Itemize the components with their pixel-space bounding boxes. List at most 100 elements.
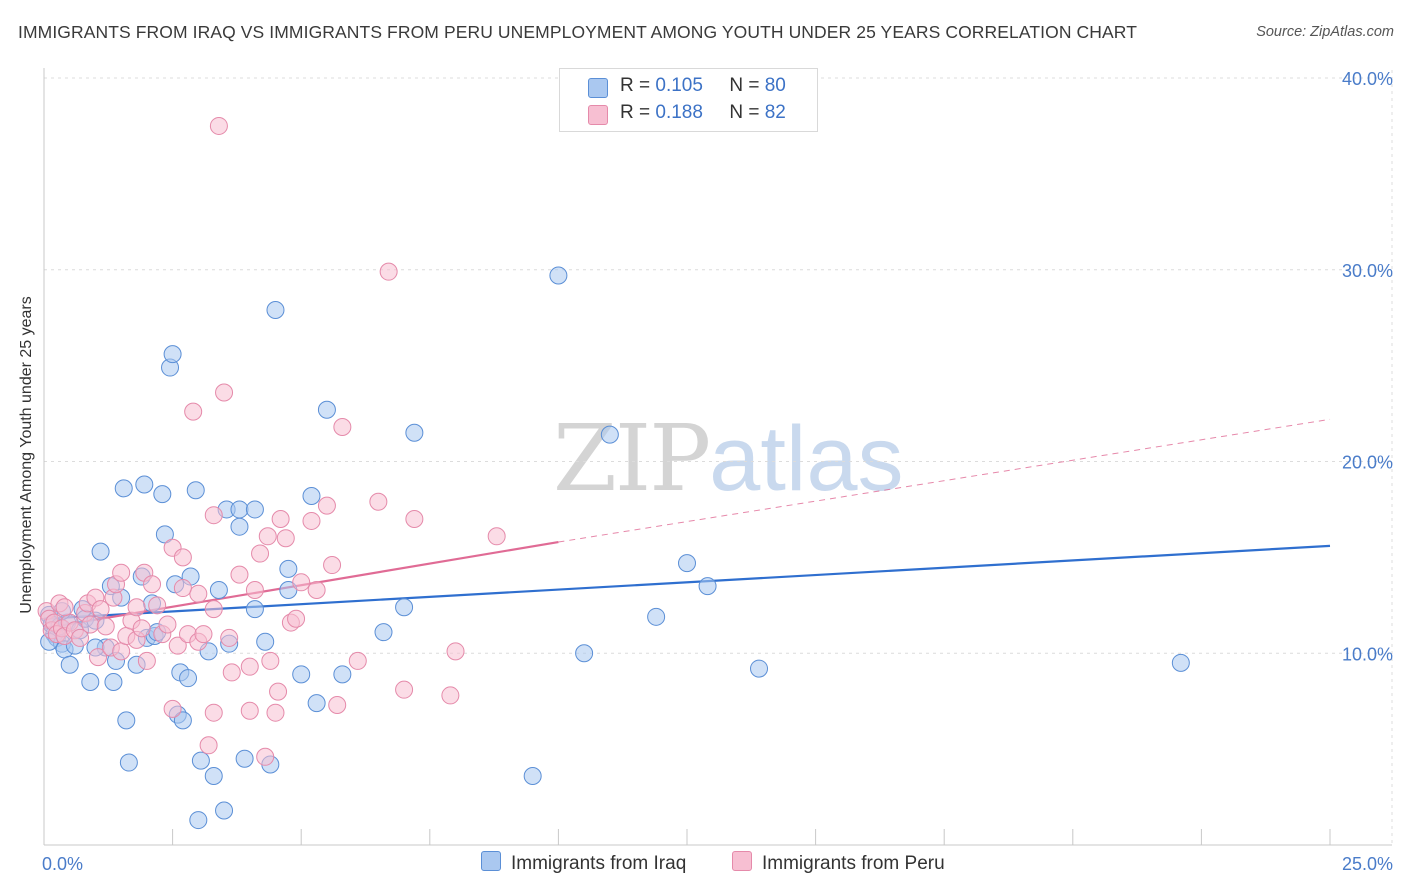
peru-point [441,686,460,705]
iraq-point [647,607,666,626]
peru-point [91,600,110,619]
peru-point [204,600,223,619]
peru-point [348,651,367,670]
peru-point [256,747,275,766]
peru-point [199,736,218,755]
iraq-point [114,479,133,498]
peru-point [127,598,146,617]
iraq-point [750,659,769,678]
iraq-point [698,577,717,596]
peru-point [333,417,352,436]
iraq-point [104,673,123,692]
peru-point [81,615,100,634]
iraq-point [60,655,79,674]
peru-point [204,703,223,722]
iraq-point [153,485,172,504]
axes [43,68,1392,846]
peru-point [220,628,239,647]
legend-n-label: N = [729,75,760,96]
peru-point [132,619,151,638]
x-tick-label-max: 25.0% [1342,854,1393,874]
peru-point [163,699,182,718]
y-tick-label: 20.0% [1342,453,1393,473]
peru-point [173,579,192,598]
peru-point [405,510,424,529]
legend-peru-n: 82 [764,102,786,123]
chart-title: IMMIGRANTS FROM IRAQ VS IMMIGRANTS FROM … [18,22,1137,42]
bottom-legend-peru: Immigrants from Peru [732,851,945,875]
peru-point [189,584,208,603]
iraq-point [549,266,568,285]
bottom-legend-iraq: Immigrants from Iraq [481,851,686,875]
iraq-point [163,345,182,364]
peru-point [276,529,295,548]
iraq-point [256,632,275,651]
legend-r-label: R = [620,75,651,96]
peru-point [245,580,264,599]
peru-point [269,682,288,701]
peru-point [209,116,228,135]
peru-point [258,527,277,546]
iraq-point [333,665,352,684]
iraq-point [523,766,542,785]
peru-point [487,527,506,546]
peru-point [240,701,259,720]
iraq-point [1171,653,1190,672]
peru-point [395,680,414,699]
iraq-point [81,673,100,692]
peru-point [271,510,290,529]
trend-line-peru-extension [558,418,1331,543]
iraq-point [179,669,198,688]
iraq-point [245,500,264,519]
peru-point [184,402,203,421]
iraq-point [204,766,223,785]
iraq-point [292,665,311,684]
iraq-point [405,423,424,442]
iraq-point [117,711,136,730]
iraq-point [186,481,205,500]
peru-point [71,628,90,647]
grid-lines [44,70,1393,845]
iraq-point [230,500,249,519]
correlation-legend: R = 0.105 N = 80 R = 0.188 N = 82 [559,68,818,132]
watermark-atlas: atlas [709,408,904,510]
iraq-point [307,694,326,713]
legend-iraq-n: 80 [764,75,786,96]
legend-iraq-r: 0.105 [655,75,703,96]
iraq-point [191,751,210,770]
legend-peru-r: 0.188 [655,102,703,123]
y-axis-label: Unemployment Among Youth under 25 years [18,296,35,614]
peru-point [323,556,342,575]
source-label: Source: ZipAtlas.com [1256,24,1394,40]
iraq-point [155,525,174,544]
peru-points [37,116,506,766]
peru-point [204,506,223,525]
bottom-legend-swatch-iraq [481,851,501,871]
peru-point [328,696,347,715]
iraq-point [600,425,619,444]
peru-point [230,565,249,584]
peru-point [158,615,177,634]
peru-point [240,657,259,676]
peru-point [137,651,156,670]
iraq-point [575,644,594,663]
iraq-point [230,517,249,536]
iraq-point [135,475,154,494]
iraq-point [678,554,696,573]
tick-labels: 10.0% 20.0% 30.0% 40.0% 0.0% 25.0% [42,69,1393,874]
peru-point [194,625,213,644]
peru-point [168,636,187,655]
bottom-legend-label-iraq: Immigrants from Iraq [511,853,687,874]
iraq-point [317,400,336,419]
iraq-point [173,711,192,730]
y-tick-label: 40.0% [1342,69,1393,89]
peru-point [317,496,336,515]
peru-point [287,609,306,628]
watermark-zip: ZIP [553,405,711,512]
x-tick-label-min: 0.0% [42,854,83,874]
iraq-point [374,623,393,642]
y-tick-label: 30.0% [1342,261,1393,281]
peru-point [446,642,465,661]
legend-swatch-iraq [588,78,608,98]
